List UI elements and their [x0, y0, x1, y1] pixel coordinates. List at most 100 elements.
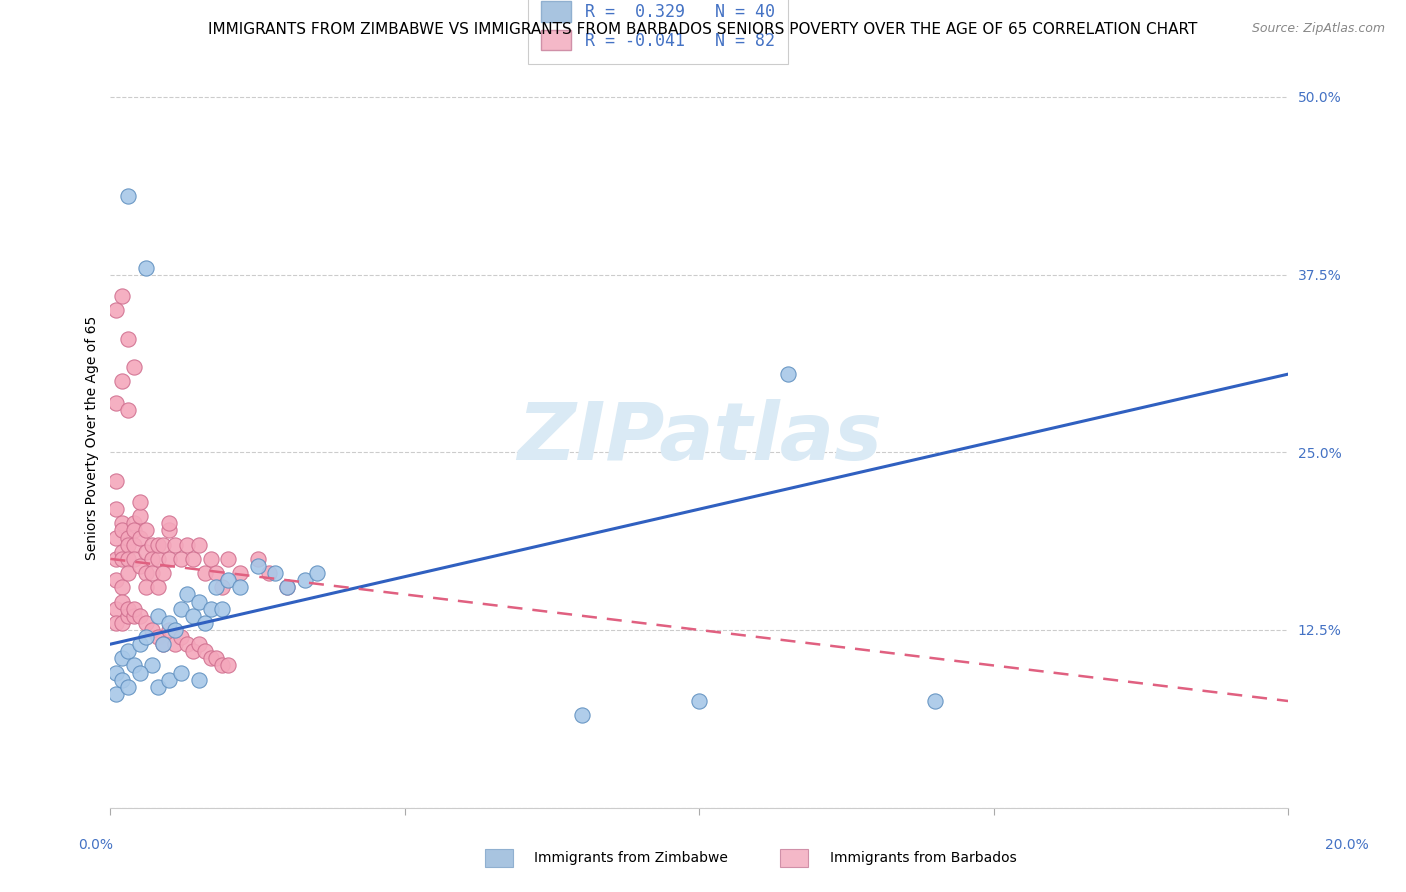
Point	[176, 587, 198, 601]
Point	[128, 509, 150, 524]
Point	[111, 580, 134, 594]
Point	[146, 680, 169, 694]
Point	[128, 608, 150, 623]
Point	[152, 637, 174, 651]
Point	[229, 566, 252, 580]
Point	[305, 566, 328, 580]
Point	[181, 552, 204, 566]
Point	[122, 538, 145, 552]
Point	[105, 303, 128, 318]
Point	[141, 538, 163, 552]
Point	[157, 524, 180, 538]
Point	[111, 516, 134, 531]
Point	[264, 566, 287, 580]
Point	[187, 538, 209, 552]
Point	[165, 637, 187, 651]
Point	[117, 538, 139, 552]
Point	[117, 552, 139, 566]
Point	[128, 559, 150, 574]
Point	[141, 623, 163, 637]
Point	[141, 566, 163, 580]
Point	[117, 402, 139, 417]
Point	[146, 580, 169, 594]
Point	[105, 573, 128, 587]
Point	[157, 673, 180, 687]
Point	[111, 552, 134, 566]
Point	[117, 189, 139, 203]
Point	[200, 651, 222, 665]
Point	[128, 495, 150, 509]
Point	[152, 538, 174, 552]
Text: Immigrants from Barbados: Immigrants from Barbados	[830, 851, 1017, 865]
Point	[170, 665, 193, 680]
Point	[105, 601, 128, 615]
Point	[157, 623, 180, 637]
Point	[211, 601, 233, 615]
Point	[141, 658, 163, 673]
Point	[776, 367, 799, 381]
Point	[211, 658, 233, 673]
Point	[111, 545, 134, 559]
Y-axis label: Seniors Poverty Over the Age of 65: Seniors Poverty Over the Age of 65	[86, 316, 100, 560]
Point	[105, 474, 128, 488]
Point	[688, 694, 710, 708]
Point	[135, 545, 157, 559]
Point	[135, 630, 157, 644]
Point	[146, 552, 169, 566]
Legend: R =  0.329   N = 40, R = -0.041   N = 82: R = 0.329 N = 40, R = -0.041 N = 82	[529, 0, 789, 64]
Point	[246, 552, 269, 566]
Point	[217, 658, 239, 673]
Point	[122, 658, 145, 673]
Point	[135, 260, 157, 275]
Point	[157, 516, 180, 531]
Point	[111, 289, 134, 303]
Point	[146, 538, 169, 552]
Point	[205, 580, 228, 594]
Point	[205, 566, 228, 580]
Point	[259, 566, 281, 580]
Point	[152, 637, 174, 651]
Point	[187, 637, 209, 651]
Point	[128, 531, 150, 545]
Text: 0.0%: 0.0%	[79, 838, 112, 852]
Text: IMMIGRANTS FROM ZIMBABWE VS IMMIGRANTS FROM BARBADOS SENIORS POVERTY OVER THE AG: IMMIGRANTS FROM ZIMBABWE VS IMMIGRANTS F…	[208, 22, 1198, 37]
Point	[111, 524, 134, 538]
Point	[200, 552, 222, 566]
Point	[117, 531, 139, 545]
Point	[170, 601, 193, 615]
Point	[276, 580, 298, 594]
Point	[294, 573, 316, 587]
Point	[924, 694, 946, 708]
Text: ZIPatlas: ZIPatlas	[517, 399, 882, 477]
Point	[105, 552, 128, 566]
Point	[157, 552, 180, 566]
Point	[105, 665, 128, 680]
Point	[217, 552, 239, 566]
Text: Source: ZipAtlas.com: Source: ZipAtlas.com	[1251, 22, 1385, 36]
Point	[165, 538, 187, 552]
Point	[111, 615, 134, 630]
Point	[111, 651, 134, 665]
Point	[211, 580, 233, 594]
Point	[205, 651, 228, 665]
Point	[117, 680, 139, 694]
Point	[176, 538, 198, 552]
Point	[135, 524, 157, 538]
Point	[194, 566, 217, 580]
Point	[105, 615, 128, 630]
Point	[117, 601, 139, 615]
Point	[117, 644, 139, 658]
Point	[111, 374, 134, 388]
Point	[128, 665, 150, 680]
Point	[117, 608, 139, 623]
Point	[246, 559, 269, 574]
Point	[122, 608, 145, 623]
Point	[111, 673, 134, 687]
Point	[217, 573, 239, 587]
Point	[141, 552, 163, 566]
Point	[229, 580, 252, 594]
Text: Immigrants from Zimbabwe: Immigrants from Zimbabwe	[534, 851, 728, 865]
Point	[152, 566, 174, 580]
Point	[146, 608, 169, 623]
Point	[146, 630, 169, 644]
